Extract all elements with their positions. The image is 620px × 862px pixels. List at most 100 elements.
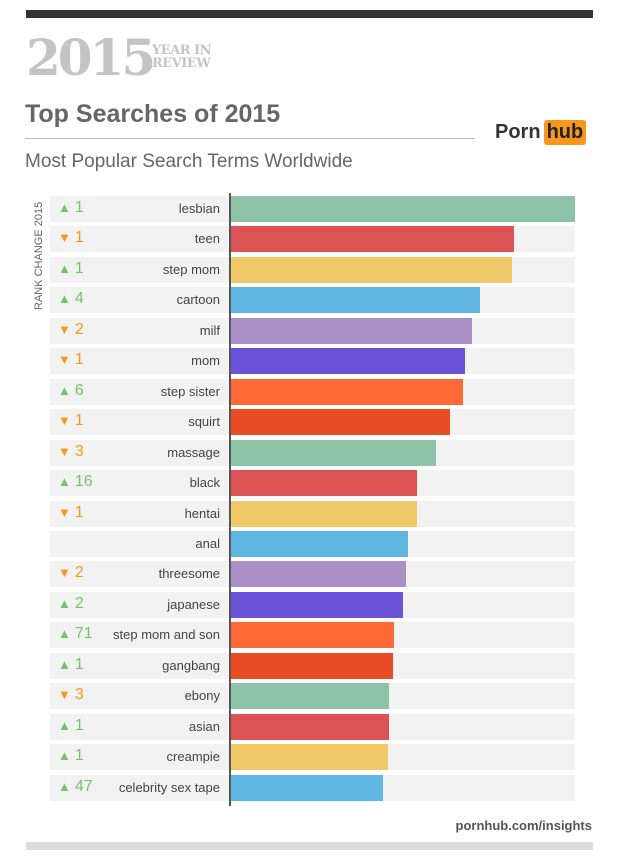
category-label: gangbang: [162, 657, 220, 673]
chart-row: ▲ 6 step sister: [50, 378, 575, 405]
rank-change: ▼ 1: [58, 229, 84, 247]
chart-row: ▼ 2 milf: [50, 317, 575, 344]
down-arrow-icon: ▼: [58, 321, 71, 337]
down-arrow-icon: ▼: [58, 687, 71, 703]
up-arrow-icon: ▲: [58, 260, 71, 276]
rank-change-value: 1: [74, 199, 84, 216]
chart-row: ▲ 4 cartoon: [50, 287, 575, 314]
bar: [231, 683, 389, 710]
down-arrow-icon: ▼: [58, 230, 71, 246]
chart-row: ▲ 1 step mom: [50, 256, 575, 283]
rank-change: ▲ 1: [58, 747, 84, 765]
category-label: massage: [167, 444, 220, 460]
category-label: ebony: [184, 688, 220, 704]
rank-change-value: 2: [74, 320, 84, 338]
up-arrow-icon: ▲: [58, 748, 71, 764]
bar: [231, 652, 394, 679]
chart-row: ▲ 2 japanese: [50, 591, 575, 618]
rank-change-value: 2: [74, 564, 84, 582]
category-label: black: [189, 475, 220, 491]
rank-change-value: 1: [74, 503, 84, 521]
category-label: step sister: [160, 383, 220, 399]
category-label: japanese: [167, 596, 220, 612]
chart-row: ▲ 1 gangbang: [50, 652, 575, 679]
rank-change-value: 1: [74, 716, 84, 734]
category-label: hentai: [184, 505, 220, 521]
year-logo: 2015: [26, 28, 156, 87]
rank-change-value: 3: [74, 686, 84, 704]
chart-subtitle: Most Popular Search Terms Worldwide: [25, 151, 353, 172]
rank-change: ▲ 1: [58, 199, 84, 217]
up-arrow-icon: ▲: [58, 291, 71, 307]
rank-change: ▲ 1: [58, 717, 84, 735]
top-bar: [26, 10, 593, 18]
up-arrow-icon: ▲: [58, 717, 71, 733]
rank-change-value: 1: [74, 412, 84, 430]
category-label: celebrity sex tape: [118, 779, 220, 795]
bar: [231, 226, 515, 253]
down-arrow-icon: ▼: [58, 413, 71, 429]
rank-change-value: 2: [74, 594, 84, 612]
category-label: teen: [194, 231, 220, 247]
rank-change: ▼ 1: [58, 351, 84, 369]
chart-row: ▲ 1 asian: [50, 713, 575, 740]
bar: [231, 409, 451, 436]
category-label: squirt: [188, 414, 220, 430]
up-arrow-icon: ▲: [58, 626, 71, 642]
category-label: lesbian: [178, 201, 220, 216]
rank-change-value: 1: [74, 229, 84, 247]
category-label: step mom and son: [113, 627, 220, 643]
rank-change: ▼ 1: [58, 504, 84, 522]
category-label: milf: [199, 322, 220, 338]
rank-change: ▲ 71: [58, 625, 93, 643]
chart-row: ▼ 1 mom: [50, 348, 575, 375]
bar: [231, 470, 418, 497]
chart-row: ▼ 1 teen: [50, 226, 575, 253]
chart-title: Top Searches of 2015: [25, 100, 281, 128]
bar: [231, 744, 388, 771]
up-arrow-icon: ▲: [58, 595, 71, 611]
bar: [231, 622, 395, 649]
category-label: anal: [195, 535, 220, 551]
bar: [231, 774, 384, 801]
down-arrow-icon: ▼: [58, 443, 71, 459]
chart-row: anal: [50, 530, 575, 557]
category-label: creampie: [166, 749, 220, 765]
chart-row: ▼ 3 ebony: [50, 683, 575, 710]
rank-change-value: 1: [74, 351, 84, 369]
rank-change-value: 1: [74, 655, 84, 673]
axis-line: [229, 193, 231, 806]
rank-change: ▼ 2: [58, 564, 84, 582]
rank-change-value: 1: [74, 259, 84, 277]
rank-change: ▼ 3: [58, 443, 84, 461]
up-arrow-icon: ▲: [58, 474, 71, 490]
category-label: mom: [191, 353, 220, 369]
bar: [231, 378, 463, 405]
up-arrow-icon: ▲: [58, 200, 71, 215]
rank-change: ▲ 16: [58, 473, 93, 491]
rank-change-value: 47: [74, 777, 93, 795]
bar: [231, 196, 575, 222]
rank-change: ▲ 6: [58, 382, 84, 400]
footer-link[interactable]: pornhub.com/insights: [455, 818, 593, 833]
up-arrow-icon: ▲: [58, 656, 71, 672]
down-arrow-icon: ▼: [58, 565, 71, 581]
category-label: threesome: [158, 566, 220, 582]
bar: [231, 591, 403, 618]
down-arrow-icon: ▼: [58, 352, 71, 368]
rank-change: ▲ 1: [58, 260, 84, 278]
up-arrow-icon: ▲: [58, 778, 71, 794]
chart-row: ▲ 1 creampie: [50, 744, 575, 771]
bar: [231, 561, 407, 588]
chart-row: ▼ 3 massage: [50, 439, 575, 466]
rank-change: ▲ 4: [58, 290, 84, 308]
chart-row: ▲ 47 celebrity sex tape: [50, 774, 575, 801]
down-arrow-icon: ▼: [58, 504, 71, 520]
bar: [231, 500, 418, 527]
chart-row: ▼ 1 hentai: [50, 500, 575, 527]
bar: [231, 439, 437, 466]
bar: [231, 713, 389, 740]
rank-change-value: 6: [74, 381, 84, 399]
chart-row: ▲ 71 step mom and son: [50, 622, 575, 649]
category-label: step mom: [162, 261, 220, 277]
